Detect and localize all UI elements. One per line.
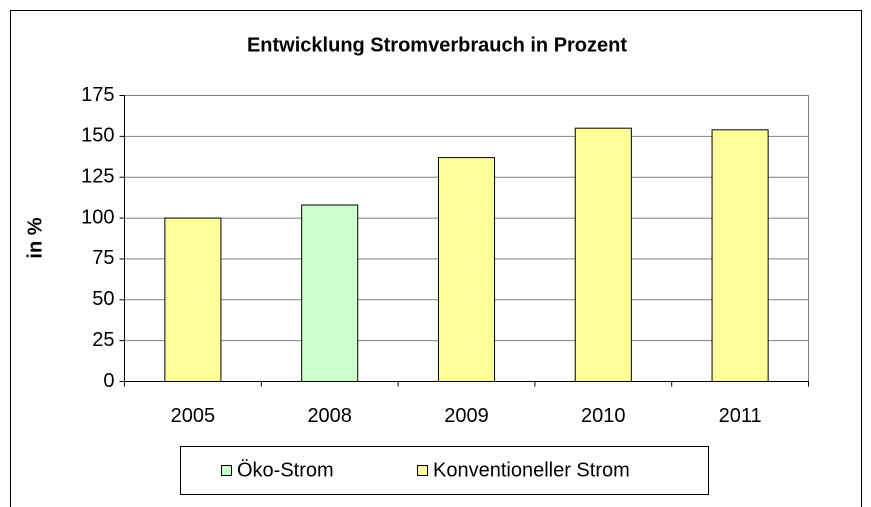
bar <box>574 127 632 382</box>
x-tick-label: 2009 <box>444 405 489 427</box>
y-tick-label: 50 <box>92 288 114 310</box>
y-tick-label: 25 <box>92 329 114 351</box>
legend <box>180 446 709 495</box>
y-axis-label: in % <box>24 217 46 258</box>
y-tick-label: 0 <box>103 370 114 392</box>
y-tick-label: 150 <box>81 125 114 147</box>
bar <box>301 204 359 382</box>
x-tick-label: 2010 <box>581 405 626 427</box>
y-tick-label: 125 <box>81 165 114 187</box>
bar <box>711 129 769 382</box>
x-tick-label: 2011 <box>719 405 762 427</box>
bar <box>437 157 496 382</box>
bar <box>164 217 222 382</box>
legend-label: Öko-Strom <box>237 459 334 481</box>
chart-title: Entwicklung Stromverbrauch in Prozent <box>247 34 627 56</box>
x-tick-label: 2008 <box>307 405 352 427</box>
y-tick-label: 175 <box>81 84 114 106</box>
y-tick-label: 75 <box>92 247 114 269</box>
legend-swatch <box>417 465 428 476</box>
legend-label: Konventioneller Strom <box>433 459 630 481</box>
y-tick-label: 100 <box>81 206 114 228</box>
x-tick-label: 2005 <box>171 405 216 427</box>
legend-swatch <box>221 465 232 476</box>
